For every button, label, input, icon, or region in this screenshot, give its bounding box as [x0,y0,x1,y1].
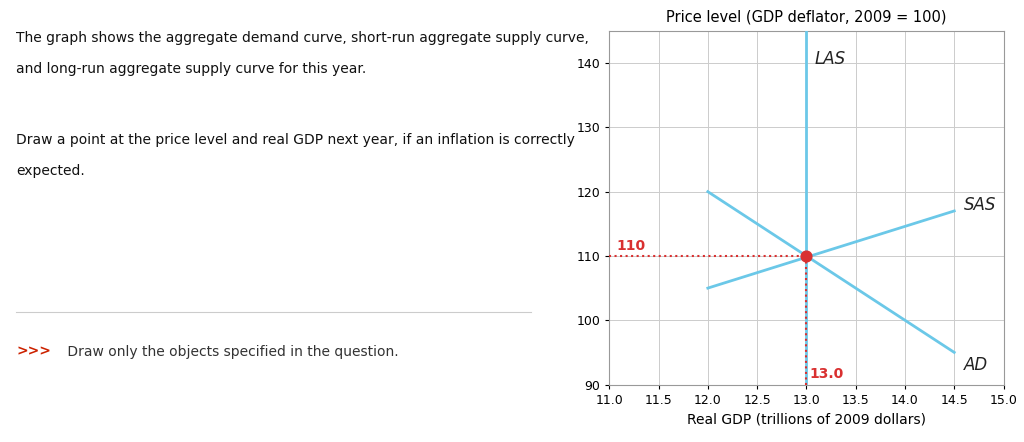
X-axis label: Real GDP (trillions of 2009 dollars): Real GDP (trillions of 2009 dollars) [687,412,926,426]
Text: AD: AD [964,356,988,374]
Text: SAS: SAS [964,195,996,213]
Text: and long-run aggregate supply curve for this year.: and long-run aggregate supply curve for … [16,62,367,76]
Text: Draw a point at the price level and real GDP next year, if an inflation is corre: Draw a point at the price level and real… [16,133,575,147]
Text: 110: 110 [616,240,645,253]
Text: >>>: >>> [16,345,51,359]
Text: LAS: LAS [814,50,846,68]
Point [798,252,814,259]
Text: Draw only the objects specified in the question.: Draw only the objects specified in the q… [63,345,398,359]
Text: 13.0: 13.0 [809,367,844,381]
Title: Price level (GDP deflator, 2009 = 100): Price level (GDP deflator, 2009 = 100) [667,9,946,24]
Text: The graph shows the aggregate demand curve, short-run aggregate supply curve,: The graph shows the aggregate demand cur… [16,31,589,45]
Text: expected.: expected. [16,164,85,178]
